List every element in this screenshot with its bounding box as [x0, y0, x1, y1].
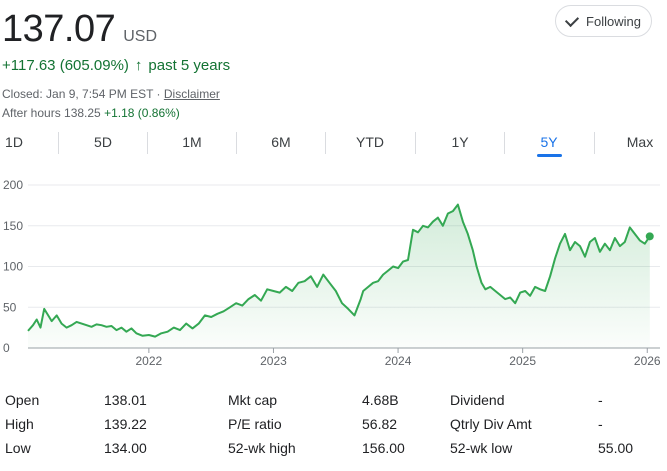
stat-value: 55.00	[598, 440, 634, 456]
after-hours-info: After hours 138.25 +1.18 (0.86%)	[2, 106, 180, 120]
stat-value: 134.00	[104, 440, 147, 456]
stat-label: Qtrly Div Amt	[450, 416, 532, 432]
tab-divider	[415, 132, 416, 154]
closed-info: Closed: Jan 9, 7:54 PM EST · Disclaimer	[2, 87, 220, 101]
stat-value: -	[598, 392, 603, 408]
x-tick-label: 2024	[385, 354, 412, 368]
stat-label: Mkt cap	[228, 392, 278, 408]
disclaimer-link[interactable]: Disclaimer	[163, 87, 220, 101]
y-tick-label: 50	[3, 300, 17, 314]
tab-divider	[58, 132, 59, 154]
arrow-up-icon: ↑	[134, 57, 143, 74]
tab-5y[interactable]: 5Y	[540, 134, 558, 150]
following-button[interactable]: Following	[555, 5, 652, 37]
stat-label: Open	[5, 392, 40, 408]
tab-1m[interactable]: 1M	[182, 134, 202, 150]
stat-label: 52-wk high	[228, 440, 296, 456]
tab-divider	[594, 132, 595, 154]
stat-value: 4.68B	[362, 392, 399, 408]
stats-row: Low 134.00 52-wk high 156.00 52-wk low 55.00	[0, 440, 667, 460]
stat-value: -	[598, 416, 603, 432]
y-tick-label: 100	[3, 260, 23, 274]
stat-label: P/E ratio	[228, 416, 282, 432]
tab-1d[interactable]: 1D	[5, 134, 23, 150]
stat-label: Low	[5, 440, 31, 456]
tab-1y[interactable]: 1Y	[451, 134, 469, 150]
tab-divider	[325, 132, 326, 154]
check-icon	[564, 12, 580, 27]
stat-label: Dividend	[450, 392, 505, 408]
stat-value: 138.01	[104, 392, 147, 408]
y-tick-label: 200	[3, 178, 23, 192]
closed-text: Closed: Jan 9, 7:54 PM EST ·	[2, 87, 164, 101]
following-label: Following	[586, 13, 641, 29]
x-tick-label: 2023	[260, 354, 287, 368]
stats-row: High 139.22 P/E ratio 56.82 Qtrly Div Amt -	[0, 416, 667, 436]
change-value: +117.63 (605.09%)	[2, 57, 129, 74]
price-area-fill	[28, 204, 650, 348]
x-tick-label: 2026	[634, 354, 661, 368]
tab-5d[interactable]: 5D	[94, 134, 112, 150]
stat-value: 139.22	[104, 416, 147, 432]
tab-divider	[147, 132, 148, 154]
price-display: 137.07 USD	[2, 8, 157, 51]
price-chart: 0 50 100 150 200 2022 2023 2024 2025 2026	[3, 178, 661, 368]
x-tick-label: 2025	[509, 354, 536, 368]
price-line	[27, 203, 651, 338]
last-price-point	[645, 232, 654, 241]
y-tick-label: 150	[3, 219, 23, 233]
stat-label: 52-wk low	[450, 440, 513, 456]
tab-divider	[236, 132, 237, 154]
stat-label: High	[5, 416, 34, 432]
after-hours-label: After hours 138.25	[2, 106, 101, 120]
change-period: past 5 years	[148, 57, 231, 74]
x-tick-label: 2022	[136, 354, 163, 368]
range-tabs: 1D 5D 1M 6M YTD 1Y 5Y Max	[0, 132, 667, 157]
current-price: 137.07	[2, 8, 116, 50]
stats-row: Open 138.01 Mkt cap 4.68B Dividend -	[0, 392, 667, 412]
after-hours-change: +1.18 (0.86%)	[104, 106, 180, 120]
active-tab-indicator	[537, 154, 562, 157]
tab-max[interactable]: Max	[626, 134, 654, 150]
y-tick-label: 0	[3, 341, 10, 355]
stat-value: 156.00	[362, 440, 405, 456]
price-change: +117.63 (605.09%) ↑ past 5 years	[2, 57, 230, 74]
tab-divider	[504, 132, 505, 154]
stat-value: 56.82	[362, 416, 398, 432]
tab-6m[interactable]: 6M	[271, 134, 291, 150]
tab-ytd[interactable]: YTD	[356, 134, 384, 150]
currency-label: USD	[123, 28, 158, 45]
